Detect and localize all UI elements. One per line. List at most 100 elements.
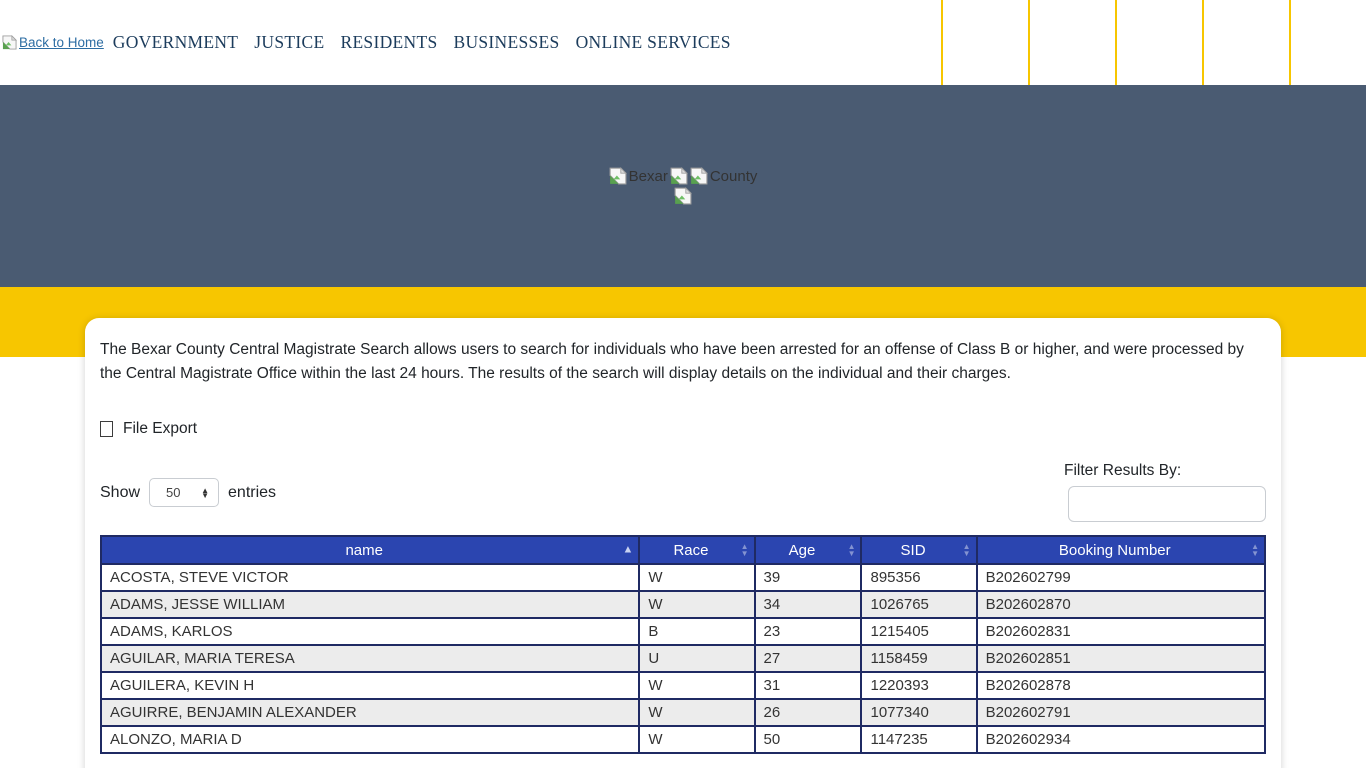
- back-to-home-label: Back to Home: [19, 35, 104, 50]
- broken-image-icon: [670, 167, 688, 185]
- column-label: name: [345, 541, 383, 559]
- broken-image-icon: [674, 187, 692, 205]
- cell-sid: 1147235: [860, 725, 978, 754]
- nav-cell[interactable]: [1028, 0, 1115, 85]
- cell-name: ADAMS, KARLOS: [99, 617, 641, 646]
- hero-banner-images: Bexar County: [609, 167, 758, 185]
- banner-alt-text-county: County: [709, 167, 758, 185]
- cell-booking: B202602799: [975, 563, 1267, 592]
- cell-age: 26: [753, 698, 863, 727]
- nav-cell[interactable]: [1115, 0, 1202, 85]
- cell-race: W: [638, 671, 756, 700]
- banner-alt-text-bexar: Bexar: [628, 167, 668, 185]
- table-row[interactable]: ACOSTA, STEVE VICTOR W 39 895356 B202602799: [99, 563, 1267, 592]
- cell-name: AGUIRRE, BENJAMIN ALEXANDER: [99, 698, 641, 727]
- show-entries-value: 50: [166, 485, 181, 500]
- cell-race: U: [638, 644, 756, 673]
- file-export-icon: [100, 421, 113, 437]
- column-label: Booking Number: [1058, 541, 1171, 559]
- main-nav: GOVERNMENT JUSTICE RESIDENTS BUSINESSES …: [113, 32, 731, 53]
- cell-age: 23: [753, 617, 863, 646]
- cell-name: AGUILAR, MARIA TERESA: [99, 644, 641, 673]
- cell-booking: B202602831: [975, 617, 1267, 646]
- results-table-header-row: name Race Age SID Booking Number: [99, 535, 1267, 565]
- topbar-left: Back to Home GOVERNMENT JUSTICE RESIDENT…: [2, 0, 731, 85]
- cell-age: 50: [753, 725, 863, 754]
- cell-booking: B202602851: [975, 644, 1267, 673]
- nav-cell[interactable]: [941, 0, 1028, 85]
- cell-age: 27: [753, 644, 863, 673]
- results-table-body: ACOSTA, STEVE VICTOR W 39 895356 B202602799 A…: [99, 563, 1267, 754]
- table-row[interactable]: ADAMS, JESSE WILLIAM W 34 1026765 B202602870: [99, 590, 1267, 619]
- results-table: name Race Age SID Booking Number ACOSTA, STE…: [99, 535, 1267, 754]
- filter-results-label: Filter Results By:: [1064, 462, 1182, 479]
- top-navigation-bar: Back to Home GOVERNMENT JUSTICE RESIDENT…: [0, 0, 1366, 85]
- nav-item-justice[interactable]: JUSTICE: [254, 32, 325, 52]
- table-row[interactable]: AGUILERA, KEVIN H W 31 1220393 B202602878: [99, 671, 1267, 700]
- hero-banner-images-row2: [674, 187, 692, 205]
- table-row[interactable]: ALONZO, MARIA D W 50 1147235 B202602934: [99, 725, 1267, 754]
- show-entries-select[interactable]: 50 ▲ ▼: [149, 478, 220, 507]
- column-label: Race: [673, 541, 709, 559]
- table-row[interactable]: AGUIRRE, BENJAMIN ALEXANDER W 26 1077340 B20…: [99, 698, 1267, 727]
- cell-sid: 895356: [860, 563, 978, 592]
- column-header-age[interactable]: Age: [753, 535, 863, 565]
- cell-race: W: [638, 725, 756, 754]
- column-header-booking-number[interactable]: Booking Number: [975, 535, 1267, 565]
- nav-item-businesses[interactable]: BUSINESSES: [453, 32, 560, 52]
- intro-paragraph: The Bexar County Central Magistrate Sear…: [100, 341, 1244, 382]
- column-header-race[interactable]: Race: [638, 535, 756, 565]
- column-label: Age: [788, 541, 816, 559]
- sort-icon: [623, 545, 634, 556]
- nav-item-residents[interactable]: RESIDENTS: [340, 32, 438, 52]
- sort-icon: [1251, 543, 1259, 557]
- hero-banner: Bexar County: [0, 85, 1366, 287]
- cell-age: 39: [753, 563, 863, 592]
- broken-image-icon: [690, 167, 708, 185]
- search-results-card: The Bexar County Central Magistrate Sear…: [85, 318, 1281, 768]
- cell-name: ADAMS, JESSE WILLIAM: [99, 590, 641, 619]
- nav-item-government[interactable]: GOVERNMENT: [112, 32, 239, 52]
- cell-race: W: [638, 563, 756, 592]
- cell-sid: 1220393: [860, 671, 978, 700]
- cell-race: W: [638, 590, 756, 619]
- entries-label: entries: [228, 483, 277, 501]
- filter-group: Filter Results By:: [1064, 462, 1266, 522]
- cell-race: W: [638, 698, 756, 727]
- column-label: SID: [900, 541, 926, 559]
- cell-age: 31: [753, 671, 863, 700]
- broken-image-icon: [609, 167, 627, 185]
- sort-icon: [741, 543, 749, 557]
- filter-results-input[interactable]: [1068, 486, 1266, 522]
- cell-race: B: [638, 617, 756, 646]
- cell-booking: B202602934: [975, 725, 1267, 754]
- column-header-sid[interactable]: SID: [860, 535, 978, 565]
- cell-sid: 1026765: [860, 590, 978, 619]
- cell-name: AGUILERA, KEVIN H: [99, 671, 641, 700]
- sort-icon: [848, 543, 856, 557]
- cell-booking: B202602791: [975, 698, 1267, 727]
- nav-item-online-services[interactable]: ONLINE SERVICES: [575, 32, 731, 52]
- column-header-name[interactable]: name: [99, 535, 641, 565]
- file-export-button[interactable]: File Export: [100, 420, 230, 438]
- back-to-home-link[interactable]: Back to Home: [2, 35, 104, 50]
- cell-age: 34: [753, 590, 863, 619]
- cell-name: ALONZO, MARIA D: [99, 725, 641, 754]
- cell-booking: B202602878: [975, 671, 1267, 700]
- select-arrows-icon: ▲ ▼: [201, 485, 210, 500]
- cell-sid: 1215405: [860, 617, 978, 646]
- nav-cell[interactable]: [1202, 0, 1291, 85]
- sort-icon: [963, 543, 971, 557]
- show-label: Show: [100, 483, 141, 501]
- file-export-label: File Export: [123, 420, 198, 437]
- table-controls: Show 50 ▲ ▼ entries Filter Results By:: [100, 462, 1266, 522]
- topbar-menu-cells: [941, 0, 1291, 85]
- cell-sid: 1158459: [860, 644, 978, 673]
- cell-sid: 1077340: [860, 698, 978, 727]
- broken-image-icon: [2, 35, 17, 50]
- cell-booking: B202602870: [975, 590, 1267, 619]
- show-entries-group: Show 50 ▲ ▼ entries: [100, 478, 276, 507]
- table-row[interactable]: ADAMS, KARLOS B 23 1215405 B202602831: [99, 617, 1267, 646]
- table-row[interactable]: AGUILAR, MARIA TERESA U 27 1158459 B20260285…: [99, 644, 1267, 673]
